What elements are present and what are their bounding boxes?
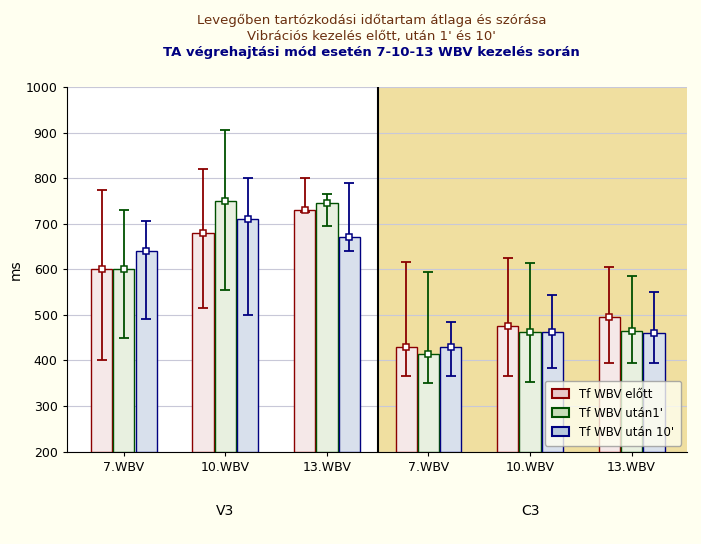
Bar	[418, 354, 439, 452]
Bar	[644, 333, 665, 452]
Bar	[599, 317, 620, 452]
Bar	[395, 347, 417, 452]
Bar	[114, 269, 135, 452]
Bar	[135, 251, 157, 452]
Bar	[294, 210, 315, 452]
Bar	[316, 203, 338, 452]
Text: Levegőben tartózkodási időtartam átlaga és szórása: Levegőben tartózkodási időtartam átlaga …	[197, 14, 546, 27]
Bar	[193, 233, 214, 452]
Text: V3: V3	[217, 504, 235, 518]
Text: C3: C3	[521, 504, 539, 518]
Bar	[237, 219, 258, 452]
Bar	[378, 87, 687, 452]
Bar	[621, 331, 642, 452]
Bar	[339, 237, 360, 452]
Bar	[91, 269, 112, 452]
Legend: Tf WBV előtt, Tf WBV után1', Tf WBV után 10': Tf WBV előtt, Tf WBV után1', Tf WBV után…	[545, 381, 681, 446]
Y-axis label: ms: ms	[9, 259, 23, 280]
Bar	[215, 201, 236, 452]
Bar	[542, 332, 563, 452]
Bar	[497, 326, 518, 452]
Text: TA végrehajtási mód esetén 7-10-13 WBV kezelés során: TA végrehajtási mód esetén 7-10-13 WBV k…	[163, 46, 580, 59]
Bar	[519, 332, 540, 452]
Bar	[440, 347, 461, 452]
Text: Vibrációs kezelés előtt, után 1' és 10': Vibrációs kezelés előtt, után 1' és 10'	[247, 30, 496, 43]
